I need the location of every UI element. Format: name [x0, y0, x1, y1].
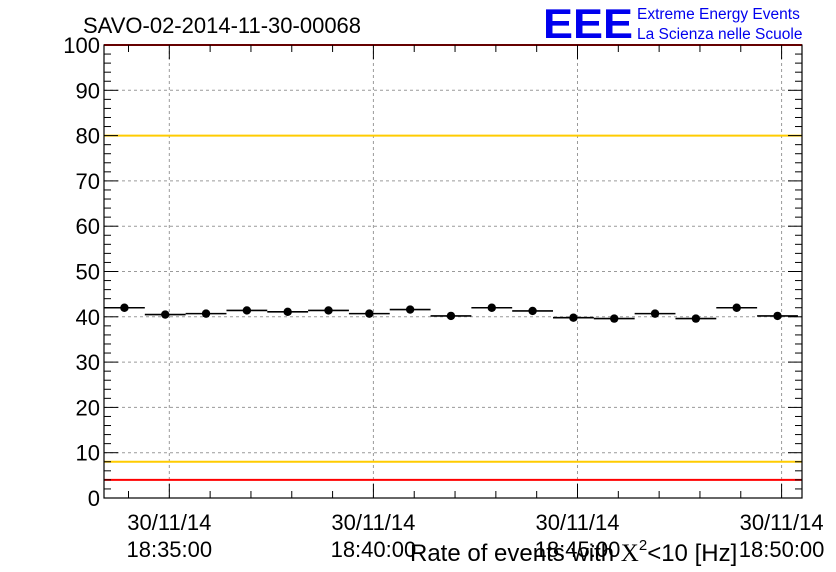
data-point — [487, 303, 496, 312]
y-tick-label: 10 — [76, 441, 100, 466]
x-axis-label-exponent: 2 — [639, 537, 647, 554]
y-tick-label: 40 — [76, 305, 100, 330]
data-point — [732, 303, 741, 312]
eee-logo: EEE Extreme Energy Events La Scienza nel… — [543, 0, 802, 47]
data-point — [283, 307, 292, 317]
data-point — [324, 306, 333, 315]
data-point — [528, 306, 537, 316]
x-tick-label-date: 30/11/14 — [740, 510, 824, 535]
grid — [104, 45, 802, 498]
data-point — [242, 306, 252, 315]
x-tick-label-date: 30/11/14 — [331, 510, 415, 535]
y-tick-label: 70 — [76, 169, 100, 194]
logo-line-1: Extreme Energy Events — [637, 6, 800, 23]
x-tick-label-time: 18:40:00 — [331, 537, 417, 562]
x-axis-label: Rate of events with X2<10 [Hz] — [410, 537, 737, 567]
x-axis-label-prefix: Rate of events with — [410, 540, 621, 567]
y-tick-label: 80 — [76, 124, 100, 149]
y-tick-label: 100 — [63, 33, 100, 58]
data-point — [650, 309, 660, 318]
data-point — [405, 305, 415, 314]
y-tick-label: 90 — [76, 78, 100, 103]
x-tick-label-time: 18:50:00 — [739, 537, 825, 562]
x-axis-label-chi: X — [621, 540, 639, 567]
data-point — [569, 313, 578, 322]
run-title: SAVO-02-2014-11-30-00068 — [83, 13, 361, 38]
y-tick-label: 20 — [76, 395, 100, 420]
reference-lines — [104, 44, 802, 481]
y-tick-label: 0 — [88, 486, 100, 511]
data-point — [610, 314, 619, 323]
x-tick-label-time: 18:35:00 — [126, 537, 212, 562]
y-tick-label: 60 — [76, 214, 100, 239]
data-point — [365, 309, 374, 318]
logo-mark: EEE — [543, 0, 633, 47]
data-point — [161, 310, 170, 319]
data-point — [773, 311, 782, 321]
x-tick-label-date: 30/11/14 — [127, 510, 211, 535]
data-points — [104, 303, 798, 323]
y-tick-label: 50 — [76, 260, 100, 285]
data-point — [201, 309, 211, 318]
x-axis-label-suffix: <10 [Hz] — [647, 540, 737, 567]
x-tick-label-date: 30/11/14 — [535, 510, 619, 535]
axes: 010203040506070809010030/11/1418:35:0030… — [63, 33, 824, 562]
data-point — [446, 311, 456, 321]
data-point — [691, 314, 701, 323]
y-tick-label: 30 — [76, 350, 100, 375]
logo-line-2: La Scienza nelle Scuole — [637, 26, 802, 43]
x-tick-label-time: 18:45:00 — [535, 537, 621, 562]
data-point — [120, 303, 129, 312]
